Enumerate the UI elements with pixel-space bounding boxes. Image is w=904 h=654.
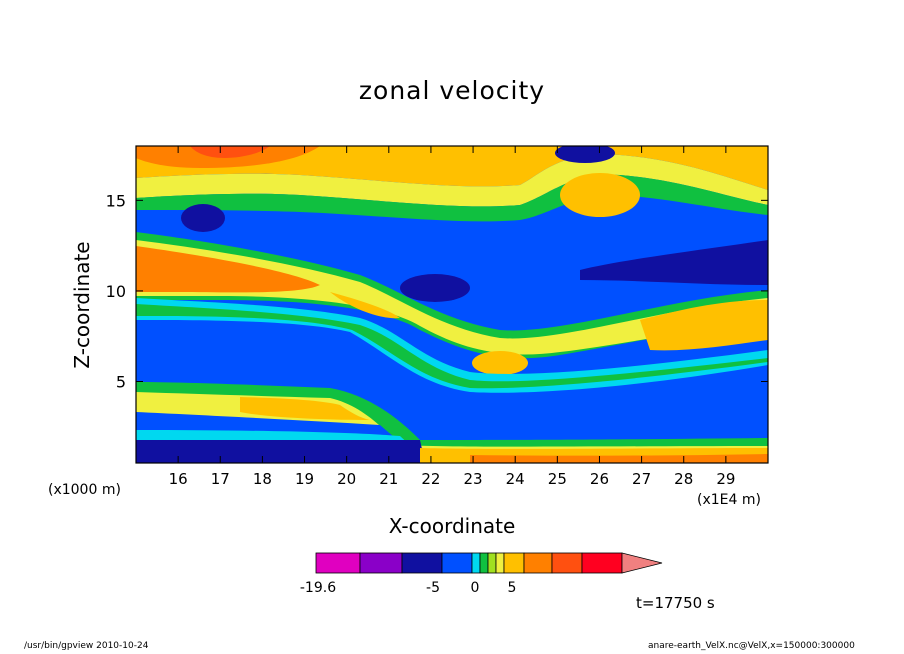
x-tick-label: 18 [253,470,272,488]
contour-field [136,146,768,463]
footer-left: /usr/bin/gpview 2010-10-24 [24,641,149,651]
y-tick-label: 5 [116,372,126,391]
colorbar-swatch [495,552,505,574]
x-tick-label: 16 [169,470,188,488]
x-tick-label: 29 [716,470,735,488]
x-tick-label: 20 [337,470,356,488]
colorbar-swatch [471,552,481,574]
x-tick-label: 28 [674,470,693,488]
x-tick-label: 23 [464,470,483,488]
top-yellow-band [136,154,768,207]
upper-right-warm-blob [560,173,640,217]
colorbar-swatch [401,552,443,574]
dark-blue-blob-upper-left [181,204,225,232]
left-orange-wedge [136,246,320,293]
colorbar-swatch [581,552,623,574]
x-tick-label: 27 [632,470,651,488]
colorbar-swatch [441,552,473,574]
bottom-dark-blue [136,440,425,463]
x-unit-left: (x1000 m) [48,482,121,498]
colorbar: -19.6 -5 0 5 [300,552,663,596]
colorbar-swatch [359,552,403,574]
colorbar-swatch [551,552,583,574]
right-orange-band [640,300,768,351]
colorbar-swatch [487,552,497,574]
colorbar-swatch [503,552,525,574]
x-tick-label: 17 [211,470,230,488]
dark-blue-blob-center [400,274,470,302]
top-red-patch [190,146,270,158]
top-dark-blue-patch [555,146,615,163]
colorbar-swatch [315,552,361,574]
chart-title: zonal velocity [358,76,546,105]
footer-right: anare-earth_VelX.nc@VelX,x=150000:300000 [648,641,855,651]
lower-orange-patch [240,397,370,420]
x-axis-label: X-coordinate [388,514,516,538]
x-tick-label: 21 [379,470,398,488]
colorbar-swatch [523,552,553,574]
orange-streak [330,292,400,319]
dark-blue-band-right [580,240,768,285]
x-tick-label: 19 [295,470,314,488]
x-tick-label: 26 [590,470,609,488]
y-tick-label: 10 [106,282,126,301]
y-axis-ticks: 5 10 15 [106,191,768,391]
x-axis-ticks: 16 17 18 19 20 21 22 23 24 25 26 27 28 29 [169,146,735,488]
colorbar-label: -5 [426,580,440,596]
colorbar-label: 5 [508,580,517,596]
diagonal-yellow-band [136,240,768,355]
cyan-stripe [136,298,768,393]
colorbar-arrow [621,552,663,574]
colorbar-swatch [479,552,489,574]
x-tick-label: 25 [548,470,567,488]
bottom-deep-orange-band [470,454,768,463]
x-tick-label: 24 [506,470,525,488]
colorbar-label: -19.6 [300,580,336,596]
time-label: t=17750 s [636,594,715,612]
green-stripe [136,304,768,389]
x-tick-label: 22 [421,470,440,488]
x-unit-right: (x1E4 m) [697,492,761,508]
plot-frame [135,145,769,464]
center-orange-blob [472,351,528,375]
y-tick-label: 15 [106,191,126,210]
colorbar-label: 0 [471,580,480,596]
